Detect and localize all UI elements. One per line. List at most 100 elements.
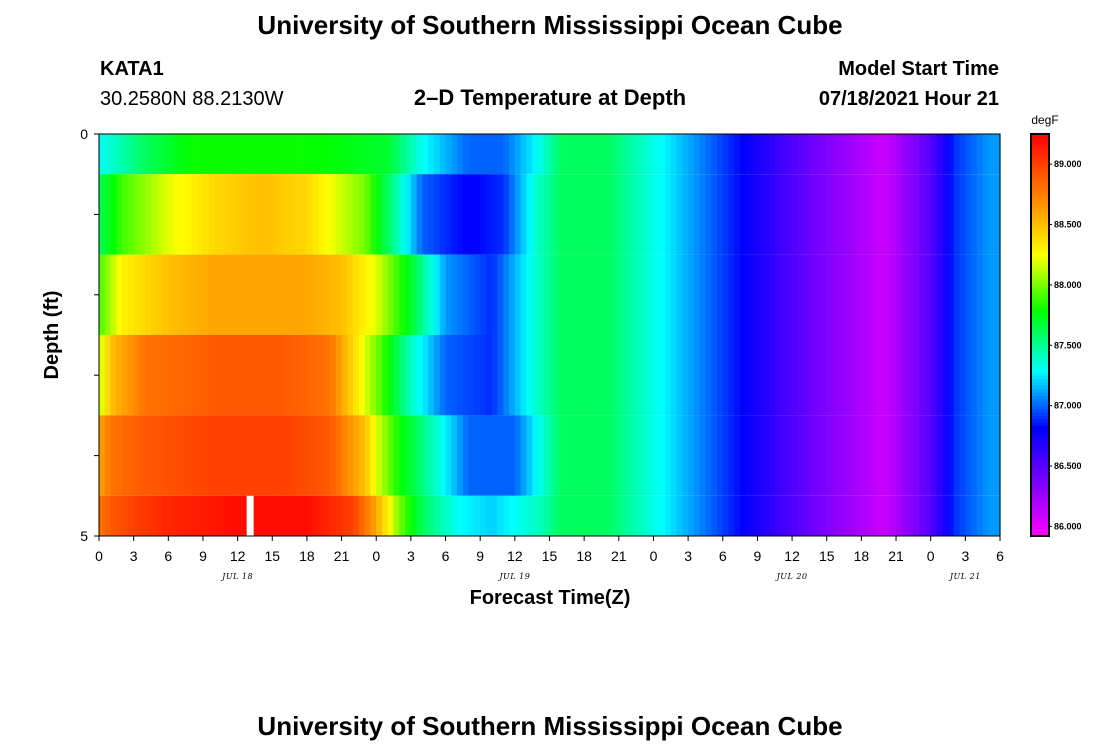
heatmap-cell xyxy=(104,335,112,416)
heatmap-cell xyxy=(555,134,562,175)
heatmap-cell xyxy=(185,495,193,536)
heatmap-cell xyxy=(630,174,637,255)
heatmap-cell xyxy=(168,415,175,496)
colorbar-segment xyxy=(1031,234,1049,239)
heatmap-cell xyxy=(99,335,106,416)
heatmap-cell xyxy=(936,335,943,416)
heatmap-cell xyxy=(774,495,782,536)
x-tick-label: 9 xyxy=(754,548,762,564)
heatmap-cell xyxy=(347,254,354,335)
heatmap-cell xyxy=(445,134,452,175)
heatmap-cell xyxy=(994,254,1001,335)
heatmap-cell xyxy=(335,335,343,416)
colorbar-segment xyxy=(1031,147,1049,152)
heatmap-cell xyxy=(127,415,135,496)
heatmap-cell xyxy=(127,174,135,255)
heatmap-cell xyxy=(497,415,504,496)
heatmap-cell xyxy=(734,335,741,416)
heatmap-cell xyxy=(728,335,735,416)
heatmap-cell xyxy=(618,495,626,536)
heatmap-cell xyxy=(780,495,787,536)
heatmap-cell xyxy=(353,495,360,536)
heatmap-cell xyxy=(457,415,464,496)
heatmap-cell xyxy=(162,134,169,175)
heatmap-cell xyxy=(740,495,747,536)
heatmap-cell xyxy=(924,415,932,496)
heatmap-cell xyxy=(982,335,990,416)
heatmap-cell xyxy=(763,254,770,335)
heatmap-cell xyxy=(156,495,164,536)
colorbar-segment xyxy=(1031,432,1049,437)
colorbar-segment xyxy=(1031,224,1049,229)
heatmap-cell xyxy=(503,174,510,255)
heatmap-cell xyxy=(289,495,296,536)
colorbar-segment xyxy=(1031,204,1049,209)
colorbar-segment xyxy=(1031,529,1049,534)
heatmap-cell xyxy=(410,174,418,255)
colorbar-segment xyxy=(1031,150,1049,155)
heatmap-cell xyxy=(566,254,574,335)
heatmap-cell xyxy=(948,415,955,496)
heatmap-cell xyxy=(774,134,782,175)
heatmap-cell xyxy=(676,335,683,416)
heatmap-cell xyxy=(451,134,458,175)
heatmap-cell xyxy=(803,335,811,416)
heatmap-cell xyxy=(480,134,487,175)
heatmap-cell xyxy=(278,415,285,496)
colorbar-segment xyxy=(1031,351,1049,356)
heatmap-cell xyxy=(948,254,955,335)
heatmap-cell xyxy=(433,134,441,175)
heatmap-cell xyxy=(763,495,770,536)
heatmap-cell xyxy=(711,335,718,416)
heatmap-cell xyxy=(607,134,614,175)
colorbar-segment xyxy=(1031,197,1049,202)
heatmap-cell xyxy=(757,254,764,335)
heatmap-cell xyxy=(393,415,400,496)
heatmap-cell xyxy=(751,254,759,335)
heatmap-cell xyxy=(272,134,279,175)
heatmap-cell xyxy=(555,174,562,255)
heatmap-cell xyxy=(809,174,816,255)
heatmap-cell xyxy=(670,495,678,536)
heatmap-cell xyxy=(156,415,164,496)
heatmap-cell xyxy=(451,495,458,536)
heatmap-cell xyxy=(607,335,614,416)
heatmap-cell xyxy=(872,415,880,496)
heatmap-cell xyxy=(636,415,643,496)
colorbar-tick-label: 88.500 xyxy=(1054,220,1082,230)
footer-title: University of Southern Mississippi Ocean… xyxy=(257,711,842,741)
heatmap-cell xyxy=(116,174,123,255)
heatmap-cell xyxy=(260,335,268,416)
heatmap-cell xyxy=(578,495,585,536)
heatmap-cell xyxy=(636,134,643,175)
heatmap-cell xyxy=(532,174,539,255)
heatmap-cell xyxy=(982,415,990,496)
heatmap-cell xyxy=(976,254,984,335)
heatmap-cell xyxy=(896,495,903,536)
heatmap-cell xyxy=(122,495,129,536)
x-tick-label: 0 xyxy=(95,548,103,564)
heatmap-cell xyxy=(387,415,395,496)
heatmap-cell xyxy=(589,415,597,496)
heatmap-cell xyxy=(324,174,331,255)
heatmap-cell xyxy=(942,415,949,496)
heatmap-cell xyxy=(896,174,903,255)
heatmap-cell xyxy=(971,335,978,416)
heatmap-cell xyxy=(815,254,822,335)
x-tick-label: 12 xyxy=(784,548,800,564)
heatmap-cell xyxy=(243,415,250,496)
heatmap-cell xyxy=(474,335,481,416)
heatmap-cell xyxy=(237,335,244,416)
heatmap-cell xyxy=(191,495,198,536)
heatmap-cell xyxy=(786,254,793,335)
heatmap-cell xyxy=(861,335,868,416)
heatmap-cell xyxy=(526,335,533,416)
heatmap-cell xyxy=(757,134,764,175)
colorbar-segment xyxy=(1031,268,1049,272)
heatmap-cell xyxy=(786,495,793,536)
heatmap-cell xyxy=(688,495,695,536)
heatmap-cell xyxy=(716,495,724,536)
x-tick-label: 12 xyxy=(230,548,246,564)
colorbar-segment xyxy=(1031,214,1049,219)
heatmap-cell xyxy=(820,415,828,496)
